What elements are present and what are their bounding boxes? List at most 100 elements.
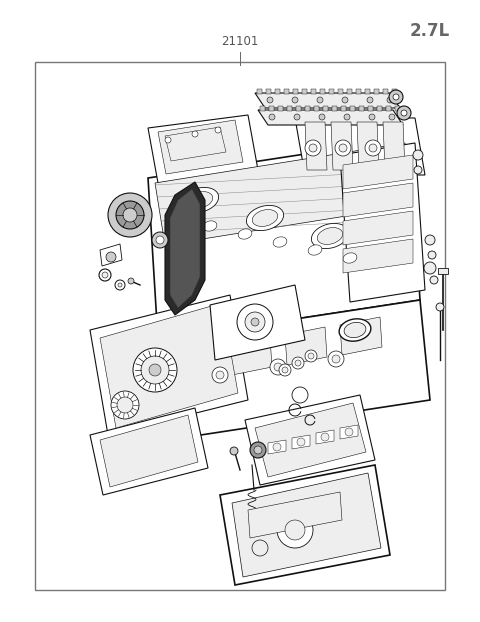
Circle shape: [216, 371, 224, 379]
Circle shape: [397, 106, 411, 120]
Circle shape: [269, 114, 275, 120]
Polygon shape: [365, 89, 370, 94]
Polygon shape: [368, 106, 373, 111]
Polygon shape: [314, 106, 319, 111]
Polygon shape: [386, 106, 391, 111]
Polygon shape: [158, 300, 430, 440]
Circle shape: [115, 280, 125, 290]
Polygon shape: [175, 347, 217, 385]
Polygon shape: [343, 211, 413, 245]
Polygon shape: [260, 106, 265, 111]
Polygon shape: [296, 106, 301, 111]
Polygon shape: [100, 415, 198, 487]
PathPatch shape: [170, 189, 200, 308]
Circle shape: [192, 131, 198, 137]
Circle shape: [251, 318, 259, 326]
Polygon shape: [155, 143, 415, 245]
Polygon shape: [284, 89, 289, 94]
Ellipse shape: [238, 229, 252, 239]
Polygon shape: [255, 403, 366, 477]
Polygon shape: [311, 89, 316, 94]
Circle shape: [245, 312, 265, 332]
Circle shape: [156, 236, 164, 244]
Circle shape: [152, 232, 168, 248]
Circle shape: [292, 387, 308, 403]
Polygon shape: [343, 239, 413, 273]
Circle shape: [294, 114, 300, 120]
Polygon shape: [343, 183, 413, 217]
Polygon shape: [377, 106, 382, 111]
Polygon shape: [316, 430, 334, 444]
Polygon shape: [392, 89, 397, 94]
Circle shape: [430, 276, 438, 284]
Polygon shape: [148, 115, 258, 183]
Circle shape: [389, 90, 403, 104]
Circle shape: [389, 114, 395, 120]
Circle shape: [254, 446, 262, 454]
Polygon shape: [293, 89, 298, 94]
Circle shape: [273, 443, 281, 451]
Polygon shape: [255, 93, 400, 108]
Polygon shape: [383, 122, 405, 170]
Circle shape: [141, 356, 169, 384]
Circle shape: [123, 208, 137, 222]
Circle shape: [335, 140, 351, 156]
Circle shape: [149, 364, 161, 376]
Polygon shape: [165, 127, 226, 161]
Circle shape: [128, 278, 134, 284]
Polygon shape: [302, 89, 307, 94]
Circle shape: [102, 272, 108, 278]
Ellipse shape: [187, 192, 213, 208]
Circle shape: [252, 540, 268, 556]
Polygon shape: [332, 106, 337, 111]
Polygon shape: [359, 106, 364, 111]
Circle shape: [118, 283, 122, 287]
Ellipse shape: [339, 319, 371, 341]
Polygon shape: [340, 317, 382, 355]
Circle shape: [267, 97, 273, 103]
Polygon shape: [347, 89, 352, 94]
Polygon shape: [356, 89, 361, 94]
Circle shape: [428, 251, 436, 259]
Polygon shape: [331, 122, 353, 170]
Polygon shape: [292, 435, 310, 449]
Circle shape: [212, 367, 228, 383]
Circle shape: [309, 144, 317, 152]
Ellipse shape: [252, 210, 278, 226]
Polygon shape: [340, 143, 425, 302]
Circle shape: [237, 304, 273, 340]
Circle shape: [365, 140, 381, 156]
PathPatch shape: [165, 182, 205, 315]
Circle shape: [344, 114, 350, 120]
Circle shape: [436, 303, 444, 311]
Polygon shape: [383, 89, 388, 94]
Circle shape: [424, 262, 436, 274]
Polygon shape: [90, 295, 248, 435]
Polygon shape: [350, 106, 355, 111]
Circle shape: [342, 97, 348, 103]
Polygon shape: [329, 89, 334, 94]
Polygon shape: [275, 89, 280, 94]
Polygon shape: [257, 89, 262, 94]
Polygon shape: [100, 303, 238, 428]
Circle shape: [413, 150, 423, 160]
Circle shape: [401, 110, 407, 116]
Polygon shape: [266, 89, 271, 94]
Ellipse shape: [344, 322, 366, 338]
Circle shape: [295, 360, 301, 366]
Circle shape: [292, 97, 298, 103]
Circle shape: [279, 364, 291, 376]
Ellipse shape: [308, 245, 322, 255]
Polygon shape: [232, 473, 381, 577]
Ellipse shape: [312, 223, 348, 249]
Polygon shape: [158, 120, 243, 174]
Circle shape: [99, 269, 111, 281]
Circle shape: [425, 235, 435, 245]
Circle shape: [215, 127, 221, 133]
Ellipse shape: [181, 187, 218, 213]
Circle shape: [339, 144, 347, 152]
Polygon shape: [395, 106, 400, 111]
Polygon shape: [323, 106, 328, 111]
Polygon shape: [340, 425, 358, 439]
Polygon shape: [90, 408, 208, 495]
